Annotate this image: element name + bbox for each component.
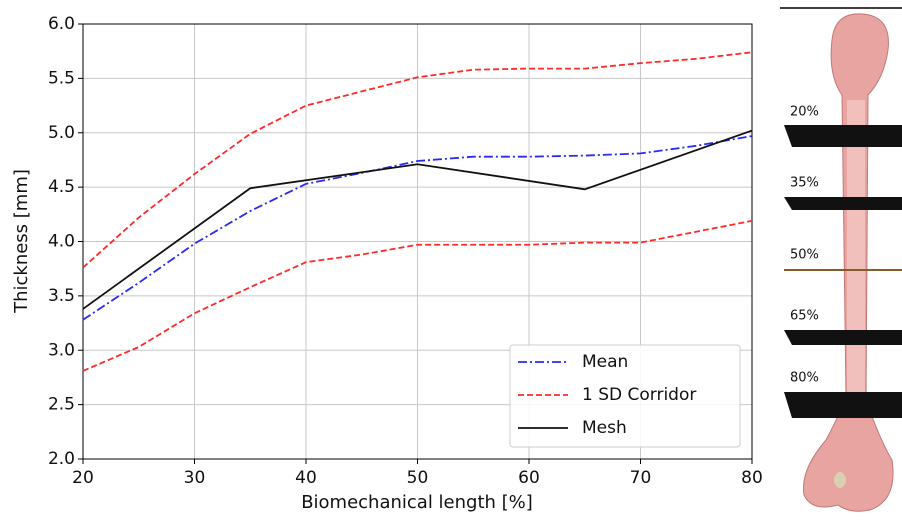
- y-tick-label: 5.0: [48, 123, 75, 143]
- legend-label: Mean: [582, 352, 628, 372]
- slice-label: 35%: [790, 176, 819, 191]
- line: [82, 129, 753, 310]
- slice-label: 20%: [790, 105, 819, 120]
- y-tick-label: 4.5: [48, 177, 75, 197]
- x-tick-label: 60: [518, 468, 540, 488]
- y-tick-label: 4.0: [48, 232, 75, 252]
- x-tick-label: 40: [295, 468, 317, 488]
- slice-label: 65%: [790, 309, 819, 324]
- legend-box: [509, 344, 741, 448]
- y-tick-label: 2.5: [48, 395, 75, 415]
- plot-frame: [82, 23, 753, 460]
- legend-label: Mesh: [582, 418, 627, 438]
- y-tick-label: 5.5: [48, 68, 75, 88]
- y-axis-label: Thickness [mm]: [11, 169, 32, 314]
- slice: [784, 125, 902, 147]
- slice: [784, 330, 902, 345]
- x-tick-label: 30: [184, 468, 206, 488]
- slice: [784, 392, 902, 418]
- bone-figure: 20% 35% 50% 65% 80%: [780, 7, 902, 512]
- bone-detail: [834, 472, 846, 488]
- plot: 2.0 2.5 3.0 3.5 4.0 4.5 5.0 5.5 6.0 20 30 40 50 60 70 8…: [48, 14, 763, 488]
- x-axis-label: Biomechanical length [%]: [301, 492, 533, 513]
- x-tick-label: 80: [741, 468, 763, 488]
- slice-label: 80%: [790, 371, 819, 386]
- x-tick-label: 70: [630, 468, 652, 488]
- legend-label: 1 SD Corridor: [582, 385, 696, 405]
- line: [82, 135, 753, 321]
- y-tick-label: 6.0: [48, 14, 75, 34]
- y-tick-label: 3.0: [48, 340, 75, 360]
- bone-cavity: [847, 100, 865, 400]
- y-tick-label: 3.5: [48, 286, 75, 306]
- x-tick-label: 20: [72, 468, 94, 488]
- line: [82, 51, 753, 269]
- y-tick-label: 2.0: [48, 449, 75, 469]
- x-tick-label: 50: [407, 468, 429, 488]
- slice-label: 50%: [790, 248, 819, 263]
- slice: [784, 197, 902, 210]
- line: [82, 219, 753, 372]
